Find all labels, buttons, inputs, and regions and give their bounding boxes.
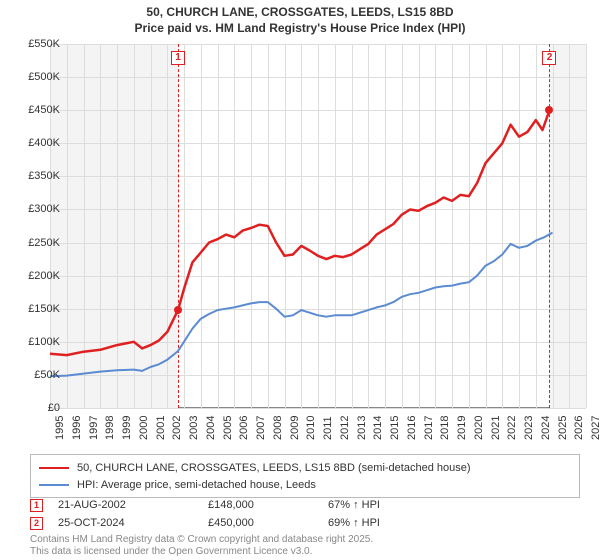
footer-line-1: Contains HM Land Registry data © Crown c… — [30, 534, 373, 546]
sale-date: 21-AUG-2002 — [58, 499, 208, 511]
sale-price: £148,000 — [208, 499, 328, 511]
x-axis-label: 2015 — [389, 416, 401, 440]
sale-row: 1 21-AUG-2002£148,00067% ↑ HPI — [30, 496, 580, 514]
x-axis-label: 2010 — [305, 416, 317, 440]
sales-table: 1 21-AUG-2002£148,00067% ↑ HPI 2 25-OCT-202… — [30, 496, 580, 532]
x-axis-label: 2026 — [573, 416, 585, 440]
x-axis-label: 2023 — [523, 416, 535, 440]
plot-area: 12 — [50, 44, 586, 408]
legend-swatch — [39, 467, 69, 469]
y-axis-label: £150K — [14, 303, 60, 315]
x-axis-label: 2025 — [557, 416, 569, 440]
x-axis-label: 2017 — [423, 416, 435, 440]
x-axis-label: 2003 — [188, 416, 200, 440]
y-axis-label: £550K — [14, 38, 60, 50]
x-axis-label: 2002 — [171, 416, 183, 440]
x-axis-label: 2009 — [289, 416, 301, 440]
footer-line-2: This data is licensed under the Open Gov… — [30, 546, 373, 558]
series-price_paid — [50, 110, 550, 355]
sale-date: 25-OCT-2024 — [58, 517, 208, 529]
chart-container: 50, CHURCH LANE, CROSSGATES, LEEDS, LS15… — [0, 0, 600, 560]
sale-marker-icon: 1 — [30, 499, 43, 512]
x-axis-label: 1995 — [54, 416, 66, 440]
sale-marker: 1 — [171, 51, 185, 65]
x-axis-label: 2005 — [222, 416, 234, 440]
x-axis-label: 1996 — [71, 416, 83, 440]
sale-row: 2 25-OCT-2024£450,00069% ↑ HPI — [30, 514, 580, 532]
x-axis-label: 2020 — [473, 416, 485, 440]
x-axis-label: 2021 — [490, 416, 502, 440]
x-axis-label: 2022 — [506, 416, 518, 440]
legend-label: 50, CHURCH LANE, CROSSGATES, LEEDS, LS15… — [77, 460, 471, 477]
sale-dot — [174, 306, 182, 314]
series-hpi — [50, 233, 553, 377]
legend: 50, CHURCH LANE, CROSSGATES, LEEDS, LS15… — [30, 454, 580, 498]
gridline-vertical — [586, 44, 587, 408]
footer-attribution: Contains HM Land Registry data © Crown c… — [30, 534, 373, 558]
x-axis-label: 2000 — [138, 416, 150, 440]
x-axis-label: 2019 — [456, 416, 468, 440]
y-axis-label: £100K — [14, 336, 60, 348]
y-axis-label: £200K — [14, 270, 60, 282]
y-axis-label: £350K — [14, 170, 60, 182]
x-axis-label: 1998 — [104, 416, 116, 440]
y-axis-label: £0 — [14, 402, 60, 414]
sale-marker-icon: 2 — [30, 517, 43, 530]
x-axis-label: 1999 — [121, 416, 133, 440]
x-axis-label: 2012 — [339, 416, 351, 440]
sale-delta: 67% ↑ HPI — [328, 499, 448, 511]
legend-swatch — [39, 484, 69, 486]
title-line-2: Price paid vs. HM Land Registry's House … — [0, 20, 600, 36]
x-axis-label: 2016 — [406, 416, 418, 440]
legend-item: HPI: Average price, semi-detached house,… — [39, 477, 571, 494]
x-axis-label: 2024 — [540, 416, 552, 440]
sale-marker: 2 — [542, 51, 556, 65]
y-axis-label: £250K — [14, 237, 60, 249]
legend-item: 50, CHURCH LANE, CROSSGATES, LEEDS, LS15… — [39, 460, 571, 477]
sale-delta: 69% ↑ HPI — [328, 517, 448, 529]
y-axis-label: £400K — [14, 137, 60, 149]
title-line-1: 50, CHURCH LANE, CROSSGATES, LEEDS, LS15… — [0, 4, 600, 20]
x-axis-label: 2004 — [205, 416, 217, 440]
x-axis-label: 2014 — [372, 416, 384, 440]
legend-label: HPI: Average price, semi-detached house,… — [77, 477, 316, 494]
x-axis-label: 2007 — [255, 416, 267, 440]
x-axis-label: 2001 — [155, 416, 167, 440]
sale-dot — [545, 106, 553, 114]
chart-title: 50, CHURCH LANE, CROSSGATES, LEEDS, LS15… — [0, 0, 600, 36]
y-axis-label: £50K — [14, 369, 60, 381]
x-axis-label: 2008 — [272, 416, 284, 440]
y-axis-label: £500K — [14, 71, 60, 83]
x-axis-label: 2027 — [590, 416, 600, 440]
x-axis-label: 2011 — [322, 416, 334, 440]
x-axis-label: 2013 — [356, 416, 368, 440]
x-axis-label: 2018 — [439, 416, 451, 440]
gridline-horizontal — [50, 408, 586, 409]
sale-price: £450,000 — [208, 517, 328, 529]
series-svg — [50, 44, 586, 408]
y-axis-label: £450K — [14, 104, 60, 116]
x-axis-label: 1997 — [88, 416, 100, 440]
x-axis-label: 2006 — [238, 416, 250, 440]
y-axis-label: £300K — [14, 203, 60, 215]
